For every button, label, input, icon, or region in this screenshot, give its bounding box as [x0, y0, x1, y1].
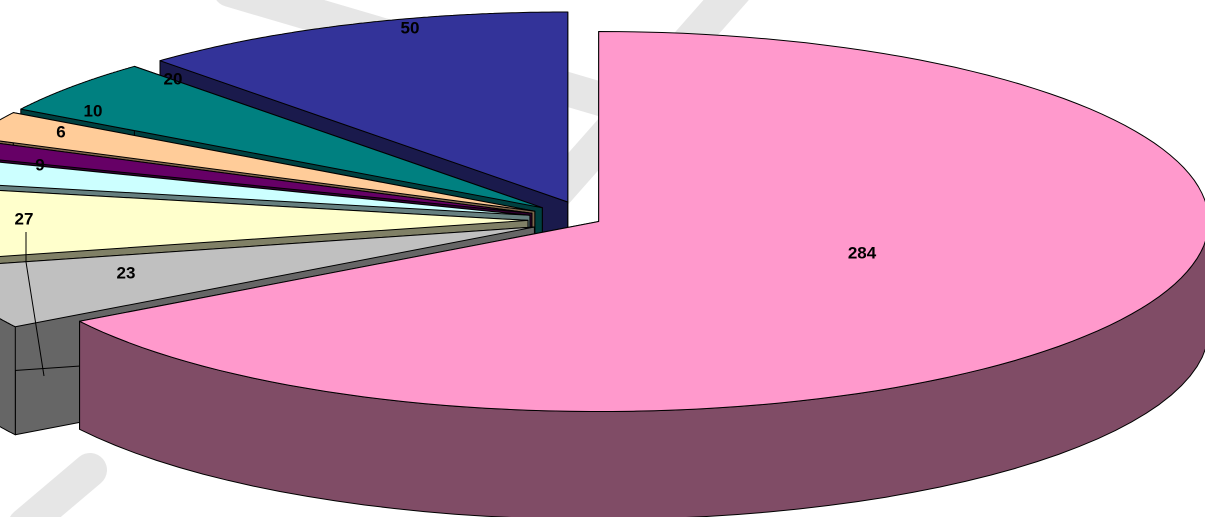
pie-slice-outer-wall: [0, 318, 16, 436]
data-label: 284: [848, 243, 877, 262]
pie-slice: [0, 161, 531, 216]
data-label: 50: [401, 18, 420, 37]
data-label: 20: [164, 69, 183, 88]
data-label: 23: [117, 263, 136, 282]
pie-slice: [0, 142, 533, 214]
pie-slice: [0, 112, 536, 212]
pie-slice: [0, 189, 529, 257]
data-label: 10: [84, 101, 103, 120]
data-label: 27: [15, 209, 34, 228]
label-leader-line: [25, 232, 45, 377]
data-labels: 284 23 27 96 10 20 50: [15, 18, 877, 377]
pie-tops: [0, 11, 1205, 412]
pie-slice: [159, 11, 569, 203]
pie-slice: [20, 65, 543, 209]
data-label: 6: [56, 122, 65, 141]
data-label: 9: [35, 155, 44, 174]
pie-slice: [79, 31, 1205, 412]
pie-slice: [0, 226, 535, 328]
